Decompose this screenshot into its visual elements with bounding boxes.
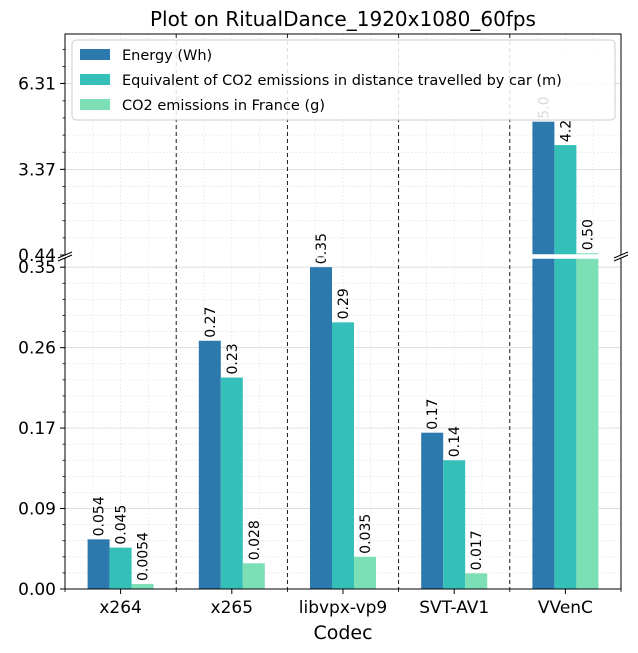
- bar-data-label: 0.50: [580, 219, 596, 250]
- x-tick-label: x264: [99, 598, 142, 618]
- x-tick-label: SVT-AV1: [419, 598, 489, 618]
- legend-label: Energy (Wh): [122, 48, 212, 64]
- axis-break-gap: [64, 255, 622, 258]
- x-axis-title: Codec: [313, 622, 372, 644]
- bar-data-label: 0.27: [203, 307, 219, 338]
- bar: [242, 563, 265, 589]
- bar-data-label: 0.14: [447, 426, 463, 457]
- bar: [465, 573, 488, 589]
- bar: [576, 258, 599, 589]
- bar: [87, 539, 110, 589]
- bar-data-label: 0.23: [225, 343, 241, 374]
- axis-break-mark: [57, 254, 73, 262]
- bar: [576, 253, 599, 255]
- legend-label: Equivalent of CO2 emissions in distance …: [122, 73, 562, 89]
- x-tick-label: VVenC: [538, 598, 593, 618]
- y-tick-label: 0.17: [18, 419, 56, 439]
- bar: [198, 340, 221, 589]
- x-tick-label: x265: [211, 598, 254, 618]
- axis-break-mark: [613, 251, 629, 259]
- bar: [554, 145, 577, 255]
- legend-label: CO2 emissions in France (g): [122, 98, 325, 114]
- axis-break-mark: [613, 254, 629, 262]
- bar: [532, 258, 555, 589]
- y-tick-label: 6.31: [18, 74, 56, 94]
- bar: [443, 460, 466, 589]
- bar: [332, 322, 354, 589]
- bar: [421, 432, 444, 589]
- legend: [71, 39, 616, 121]
- bar: [310, 267, 332, 589]
- y-tick-label: 0.44: [18, 246, 56, 266]
- bar: [109, 547, 132, 589]
- y-tick-label: 0.09: [18, 500, 56, 520]
- bar: [354, 556, 376, 589]
- bar-data-label: 0.054: [92, 496, 108, 536]
- y-tick-label: 0.35: [18, 258, 56, 278]
- y-tick-label: 3.37: [18, 160, 56, 180]
- bar-data-label: 0.0054: [136, 532, 152, 581]
- y-tick-label: 0.26: [18, 339, 56, 359]
- bar-data-label: 4.2: [558, 120, 574, 142]
- legend-swatch: [80, 49, 110, 60]
- x-tick-label: libvpx-vp9: [299, 598, 388, 618]
- bar-data-label: 0.17: [425, 399, 441, 430]
- legend-swatch: [80, 74, 110, 85]
- bar-data-label: 0.017: [469, 530, 485, 570]
- bar: [554, 258, 577, 589]
- bar-data-label: 0.29: [336, 288, 352, 319]
- legend-swatch: [80, 99, 110, 110]
- bar-data-label: 0.35: [314, 233, 330, 264]
- bar-data-label: 0.035: [358, 514, 374, 554]
- bar-data-label: 0.028: [247, 520, 263, 560]
- plot-area: 0.0540.270.350.175.00.0450.230.290.144.2…: [18, 33, 629, 618]
- bar: [131, 584, 154, 589]
- bar: [532, 121, 555, 255]
- chart-title: Plot on RitualDance_1920x1080_60fps: [150, 7, 536, 31]
- y-tick-label: 0.00: [18, 580, 56, 600]
- bar: [220, 377, 243, 589]
- bar-data-label: 0.045: [114, 505, 130, 545]
